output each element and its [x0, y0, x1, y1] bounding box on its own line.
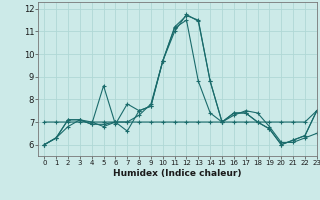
X-axis label: Humidex (Indice chaleur): Humidex (Indice chaleur): [113, 169, 242, 178]
